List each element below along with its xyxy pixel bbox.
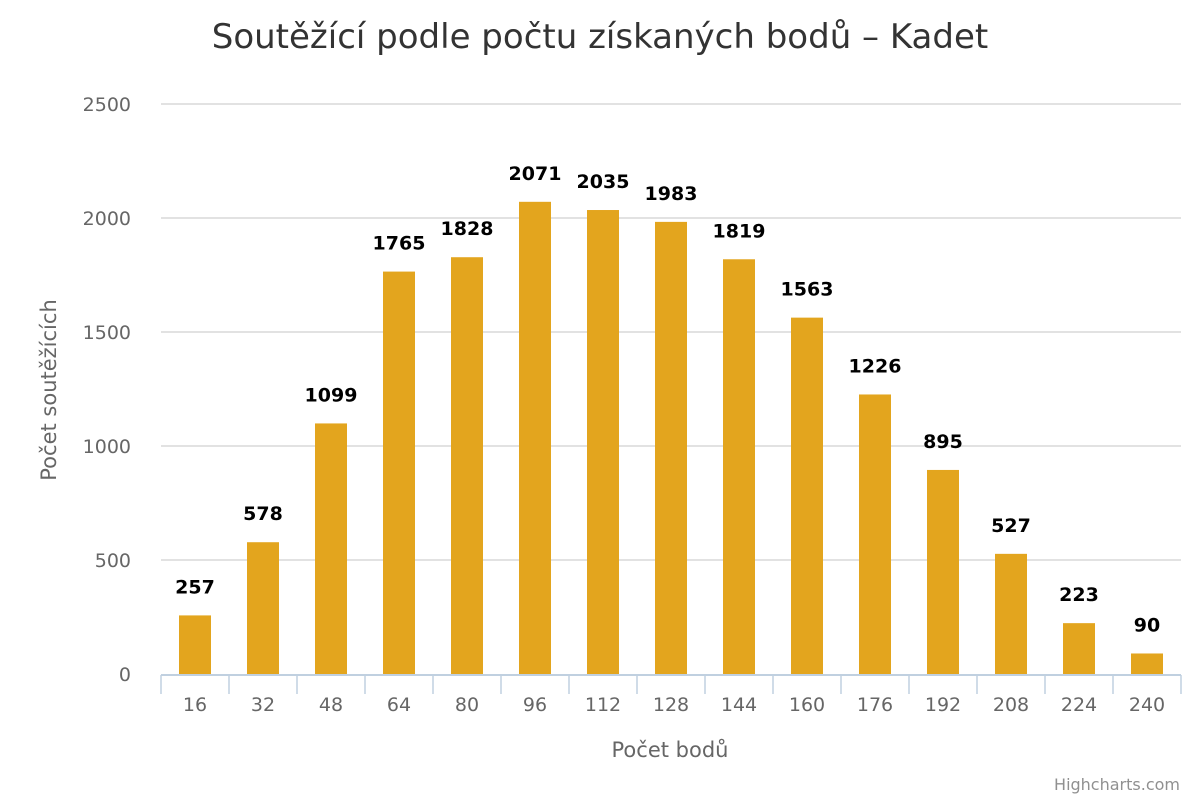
x-tick-label: 112 [585, 694, 621, 716]
y-tick-label: 2500 [83, 94, 131, 116]
data-label: 527 [991, 515, 1031, 537]
data-label: 257 [175, 576, 215, 598]
bar[interactable] [451, 257, 483, 674]
x-tick-label: 16 [183, 694, 207, 716]
bar[interactable] [383, 271, 415, 674]
y-axis-title: Počet soutěžících [37, 299, 61, 480]
x-axis-title: Počet bodů [612, 738, 729, 762]
bar[interactable] [247, 542, 279, 674]
x-tick-label: 176 [857, 694, 893, 716]
x-tick-label: 144 [721, 694, 757, 716]
data-label: 2035 [577, 171, 630, 193]
bar[interactable] [859, 394, 891, 674]
x-tick-label: 64 [387, 694, 411, 716]
data-labels: 257 578 1099 1765 1828 2071 2035 1983 1819 1563 12… [175, 163, 1160, 637]
data-label: 2071 [509, 163, 562, 185]
bar[interactable] [723, 259, 755, 674]
data-label: 1099 [305, 384, 358, 406]
bar[interactable] [179, 615, 211, 674]
bar-series [179, 201, 1163, 674]
bar[interactable] [587, 210, 619, 674]
data-label: 895 [923, 431, 963, 453]
x-tick-label: 32 [251, 694, 275, 716]
x-tick-label: 96 [523, 694, 547, 716]
data-label: 1983 [645, 183, 698, 205]
bar[interactable] [1131, 653, 1163, 674]
credits-link[interactable]: Highcharts.com [1054, 775, 1180, 794]
y-tick-label: 2000 [83, 208, 131, 230]
data-label: 1765 [373, 233, 426, 255]
bar[interactable] [315, 423, 347, 674]
x-tick-label: 224 [1061, 694, 1097, 716]
data-label: 90 [1134, 614, 1160, 636]
x-tick-label: 128 [653, 694, 689, 716]
chart-title: Soutěžící podle počtu získaných bodů – K… [212, 17, 988, 57]
x-tick-label: 48 [319, 694, 343, 716]
data-label: 223 [1059, 584, 1099, 606]
x-tick-label: 192 [925, 694, 961, 716]
bar[interactable] [1063, 623, 1095, 674]
x-tick-label: 160 [789, 694, 825, 716]
x-tick-label: 80 [455, 694, 479, 716]
bar[interactable] [927, 469, 959, 674]
y-tick-label: 500 [95, 550, 131, 572]
data-label: 1226 [849, 355, 902, 377]
data-label: 1563 [781, 279, 834, 301]
y-tick-label: 1000 [83, 436, 131, 458]
x-tick-label: 208 [993, 694, 1029, 716]
data-label: 578 [243, 503, 283, 525]
bar[interactable] [519, 201, 551, 674]
bar[interactable] [791, 317, 823, 674]
bar[interactable] [995, 553, 1027, 674]
data-label: 1819 [713, 220, 766, 242]
y-tick-label: 1500 [83, 322, 131, 344]
x-tick-label: 240 [1129, 694, 1165, 716]
bar[interactable] [655, 221, 687, 674]
x-axis: 16 32 48 64 80 96 112 128 144 160 176 192 208 224 240 [160, 674, 1182, 716]
y-axis-tick-labels: 0 500 1000 1500 2000 2500 [83, 94, 131, 686]
y-tick-label: 0 [119, 664, 131, 686]
data-label: 1828 [441, 218, 494, 240]
